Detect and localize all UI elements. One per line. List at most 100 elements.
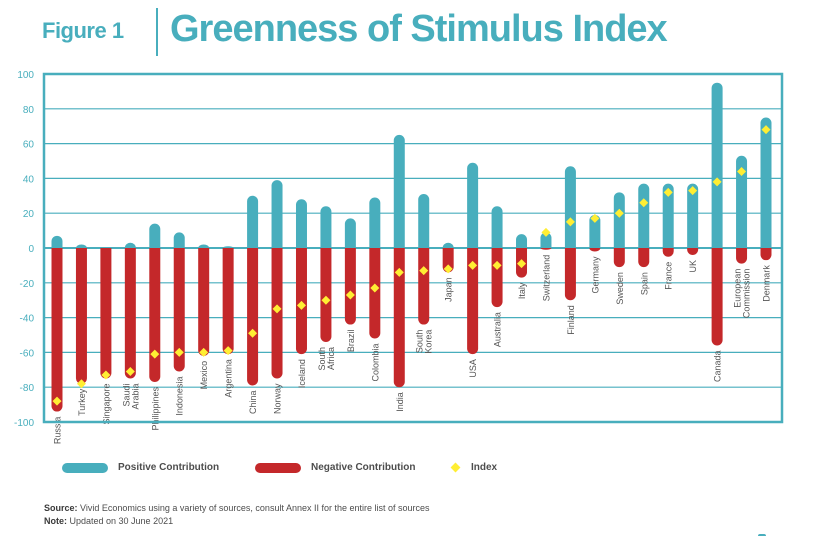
- y-tick-label: -100: [14, 418, 34, 429]
- index-marker: [296, 300, 306, 310]
- page-corner-mark: [758, 534, 766, 536]
- legend-item-positive: Positive Contribution: [62, 462, 219, 473]
- negative-bar: [173, 248, 185, 372]
- legend-label-positive: Positive Contribution: [118, 462, 220, 473]
- x-tick-label-line: Turkey: [77, 388, 87, 416]
- index-marker: [174, 347, 184, 357]
- positive-bar: [247, 195, 259, 248]
- x-tick-label: France: [664, 262, 674, 290]
- source-label: Source:: [44, 503, 78, 513]
- negative-bar: [760, 248, 772, 261]
- x-tick-label-line: Italy: [517, 282, 527, 299]
- index-marker: [761, 125, 771, 135]
- x-tick-label-line: Denmark: [762, 265, 772, 302]
- y-tick-label: 0: [28, 244, 34, 255]
- legend-swatch-positive: [62, 462, 108, 473]
- x-tick-label-line: Russia: [53, 417, 63, 445]
- x-tick-label-line: Brazil: [346, 330, 356, 353]
- x-tick-label: Brazil: [346, 330, 356, 353]
- plot-frame: [42, 72, 784, 424]
- index-marker: [517, 259, 527, 269]
- positive-bar: [418, 194, 430, 248]
- positive-bar: [564, 166, 576, 248]
- x-tick-label: Indonesia: [175, 377, 185, 416]
- x-tick-label-line: Saudi: [121, 384, 131, 407]
- negative-bar: [491, 248, 503, 308]
- negative-bar: [100, 248, 112, 379]
- footnotes: Source: Vivid Economics using a variety …: [44, 502, 430, 528]
- x-tick-label-line: South: [317, 347, 327, 371]
- x-tick-label-line: Spain: [639, 272, 649, 295]
- index-marker: [492, 260, 502, 270]
- index-marker: [125, 367, 135, 377]
- x-tick-label: Germany: [590, 256, 600, 294]
- x-tick-label: Canada: [713, 350, 723, 382]
- negative-bar: [613, 248, 625, 268]
- index-marker: [52, 396, 62, 406]
- positive-bar: [393, 134, 405, 248]
- x-tick-label: Iceland: [297, 359, 307, 388]
- x-tick-label-line: Switzerland: [541, 255, 551, 302]
- source-text: Vivid Economics using a variety of sourc…: [77, 503, 430, 513]
- negative-bar: [247, 248, 259, 386]
- negative-bar: [687, 248, 699, 255]
- x-tick-label-line: Indonesia: [175, 377, 185, 416]
- negative-bar: [320, 248, 332, 342]
- x-tick-label: Finland: [566, 305, 576, 335]
- positive-bar: [589, 214, 601, 248]
- positive-bar: [491, 206, 503, 248]
- x-tick-label-line: Norway: [273, 383, 283, 414]
- index-marker: [394, 267, 404, 277]
- negative-bar: [467, 248, 479, 355]
- x-tick-label-line: European: [733, 269, 743, 308]
- positive-bar: [540, 232, 552, 248]
- x-tick-label-line: Germany: [590, 256, 600, 294]
- note-label: Note:: [44, 516, 67, 526]
- legend-swatch-negative: [255, 462, 301, 473]
- positive-bar: [736, 155, 748, 248]
- positive-bar: [638, 183, 650, 248]
- positive-bar: [51, 235, 63, 248]
- legend-swatch-index: [450, 462, 461, 473]
- index-marker: [345, 290, 355, 300]
- negative-bar: [736, 248, 748, 264]
- index-marker: [614, 208, 624, 218]
- index-marker: [370, 283, 380, 293]
- positive-bar: [271, 180, 283, 248]
- index-marker: [541, 227, 551, 237]
- index-marker: [737, 166, 747, 176]
- x-tick-label: Philippines: [150, 386, 160, 430]
- index-marker: [321, 295, 331, 305]
- update-note: Note: Updated on 30 June 2021: [44, 515, 430, 528]
- x-tick-label-line: Singapore: [101, 384, 111, 425]
- negative-bar: [711, 248, 723, 346]
- y-tick-label: -60: [20, 348, 35, 359]
- x-tick-label-line: Japan: [444, 277, 454, 302]
- x-tick-label-line: Argentina: [224, 359, 234, 398]
- x-tick-label: Japan: [444, 277, 454, 302]
- figure-label: Figure 1: [42, 18, 124, 43]
- x-tick-label-line: South: [415, 330, 425, 354]
- negative-bar: [442, 248, 454, 273]
- negative-bar: [589, 248, 601, 252]
- x-tick-label-line: USA: [468, 359, 478, 378]
- y-tick-label: 60: [23, 140, 35, 151]
- figure-header: Figure 1 Greenness of Stimulus Index: [0, 0, 820, 64]
- x-tick-label-line: Philippines: [150, 386, 160, 430]
- x-tick-label-line: UK: [688, 260, 698, 273]
- positive-bar: [124, 242, 136, 248]
- x-tick-label-line: Iceland: [297, 359, 307, 388]
- chart-title: Greenness of Stimulus Index: [170, 8, 668, 50]
- negative-bar: [662, 248, 674, 257]
- x-tick-label: Italy: [517, 282, 527, 299]
- negative-bar: [51, 248, 63, 412]
- x-tick-label-line: Commission: [742, 269, 752, 319]
- negative-bar: [124, 248, 136, 379]
- negative-bar: [540, 248, 552, 250]
- negative-bar: [344, 248, 356, 325]
- positive-bar: [198, 244, 210, 248]
- title-divider: [156, 8, 158, 56]
- x-tick-label-line: France: [664, 262, 674, 290]
- x-tick-label-line: Arabia: [130, 384, 140, 410]
- x-tick-label: India: [395, 392, 405, 412]
